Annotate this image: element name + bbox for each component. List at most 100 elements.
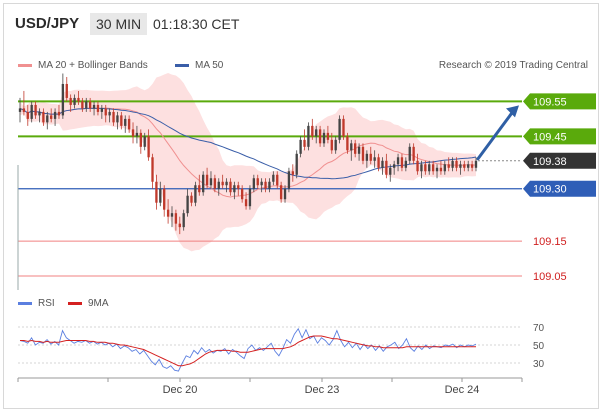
candle-body [385,160,388,175]
candle-body [389,167,392,175]
candle-body [81,101,84,109]
candle [412,143,415,165]
candle [276,171,279,189]
level-label: 109.45 [533,131,567,143]
candle [73,94,76,109]
candle [46,111,49,130]
time-label: Dec 20 [163,384,198,396]
candle-body [467,164,470,168]
candle [315,125,318,144]
candle-body [252,178,256,189]
candle-body [381,160,384,168]
rsi-tick-label: 30 [533,359,545,370]
rsi-swatch [18,301,32,305]
candle-body [357,146,361,154]
legend-rsi: RSI [18,298,55,309]
candle-body [112,111,115,123]
candle-body [435,167,439,172]
candle [431,160,435,175]
candle-body [88,101,92,109]
candle-body [373,157,376,161]
candle-body [209,178,213,186]
candle [279,181,283,203]
candle [338,115,341,144]
candle [221,174,224,189]
candle [22,90,26,116]
candle-body [279,185,283,200]
candle [244,192,248,210]
timestamp: 01:18:30 CET [153,16,240,32]
candle [424,160,427,175]
timeframe-badge[interactable]: 30 MIN [90,13,148,35]
candle-body [412,146,415,161]
candle [42,108,45,126]
candle [233,181,236,200]
candle-body [404,160,408,168]
candle [194,181,197,207]
candle [147,129,150,161]
candle-body [155,181,158,203]
candle-body [38,111,41,116]
candle [268,178,271,193]
candle-body [139,132,142,147]
candle-body [34,104,37,116]
candle-body [65,83,68,98]
candle-body [346,136,349,151]
candle-body [213,178,217,189]
legend-ma20: MA 20 + Bollinger Bands [18,60,148,71]
candle-body [315,129,318,137]
candle [131,122,135,144]
ma50-line [19,107,477,180]
level-tag [523,152,596,169]
candle [404,157,408,172]
candle [381,157,384,175]
candle-body [237,185,240,189]
candle [416,153,419,175]
candle [69,94,72,112]
candle [361,143,365,165]
candle-body [57,111,61,116]
candle-body [451,160,454,168]
candle-body [400,157,404,168]
candle-body [205,174,209,186]
level-label: 109.15 [533,236,567,248]
candle [342,115,345,140]
rsi-line [19,327,477,372]
candle-body [50,115,53,119]
candle-body [447,164,450,168]
candle [38,108,41,123]
candle-body [455,160,458,168]
candle [408,143,411,165]
candle-body [108,111,111,116]
candle-body [470,164,474,168]
candle [307,122,310,151]
candle [18,97,22,123]
arrow-head [506,105,519,118]
candle-body [420,164,423,172]
candle [174,209,178,231]
candle [354,139,357,158]
candle [357,143,361,161]
candle [420,160,423,179]
candle [350,139,353,161]
candle-body [221,181,224,186]
candle [252,174,256,193]
candle-body [244,199,248,207]
level-label: 109.30 [533,184,567,196]
candle [396,153,400,172]
level-tag [523,93,596,110]
candle-body [229,181,232,193]
candle [217,178,220,196]
candle [120,111,123,130]
candle [451,157,454,172]
candle [81,97,84,112]
candle [53,108,57,126]
candle [322,129,326,147]
candle [50,108,53,123]
candle [57,104,61,119]
candle [198,174,201,196]
candle-body [283,188,287,200]
candle [30,101,33,123]
candle-body [264,181,267,189]
